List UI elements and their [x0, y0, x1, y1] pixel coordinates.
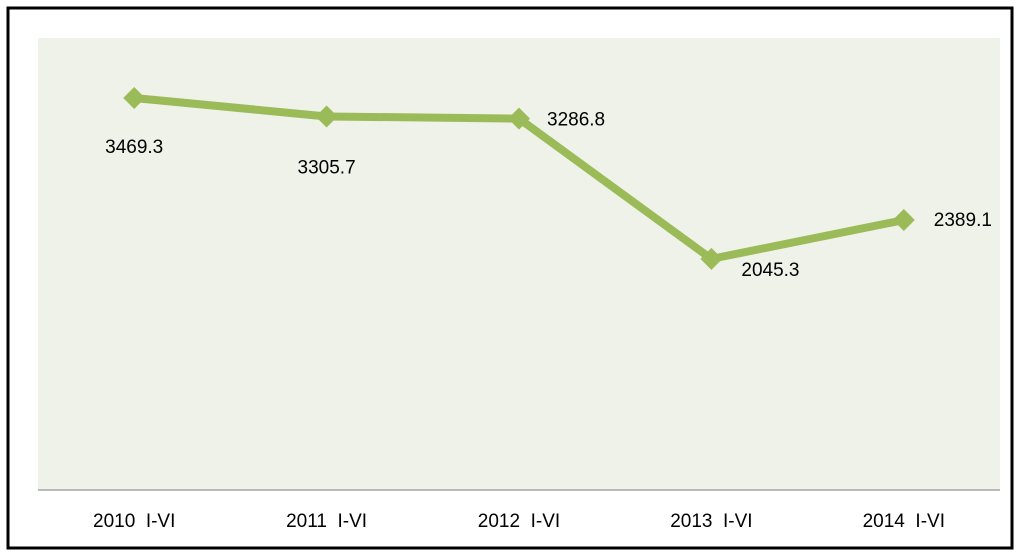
data-label: 2045.3 — [741, 260, 799, 281]
data-label: 3469.3 — [105, 137, 163, 158]
marker — [315, 105, 338, 128]
marker — [700, 247, 723, 270]
x-tick-label: 2013 I-VI — [670, 511, 752, 532]
marker — [123, 86, 146, 109]
x-tick-label: 2011 I-VI — [286, 511, 367, 532]
marker — [892, 209, 915, 232]
data-label: 3286.8 — [547, 110, 605, 131]
data-label: 3305.7 — [298, 157, 356, 178]
data-label: 2389.1 — [934, 210, 992, 231]
marker — [508, 107, 530, 130]
x-tick-label: 2014 I-VI — [863, 511, 945, 532]
x-tick-label: 2010 I-VI — [93, 511, 175, 532]
x-tick-label: 2012 I-VI — [478, 511, 560, 532]
